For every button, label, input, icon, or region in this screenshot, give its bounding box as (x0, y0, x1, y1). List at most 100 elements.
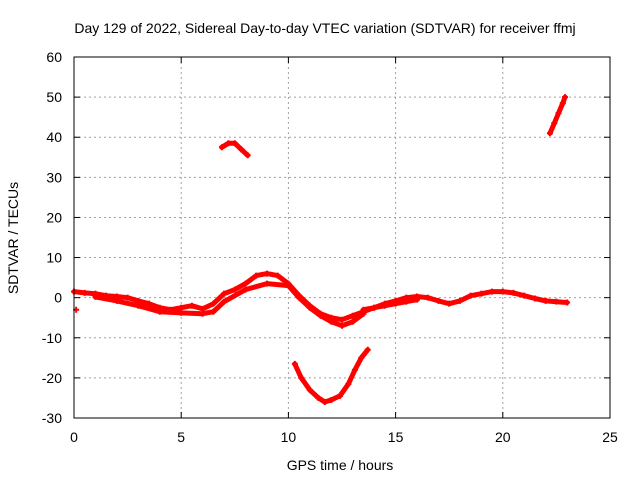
data-point (478, 290, 485, 297)
data-point (306, 386, 313, 393)
series-lower-band (92, 280, 367, 329)
series-rising-segment (546, 94, 568, 137)
data-point (336, 392, 343, 399)
data-point (467, 292, 474, 299)
y-tick-label: 50 (46, 89, 62, 105)
data-point (559, 100, 566, 107)
data-point (358, 354, 365, 361)
data-point (551, 120, 558, 127)
data-point (328, 318, 335, 325)
data-point (238, 146, 245, 153)
data-point (188, 302, 195, 309)
x-axis-label: GPS time / hours (287, 457, 394, 473)
data-point (328, 396, 335, 403)
data-point (321, 398, 328, 405)
data-point (306, 304, 313, 311)
x-tick-label: 5 (177, 429, 185, 445)
data-point (564, 299, 571, 306)
data-point (392, 300, 399, 307)
grid (74, 57, 610, 418)
data-point (225, 140, 232, 147)
data-point (351, 366, 358, 373)
y-axis-label: SDTVAR / TECUs (5, 182, 21, 294)
data-point (210, 300, 217, 307)
data-point (315, 394, 322, 401)
data-point (546, 130, 553, 137)
data-point (510, 289, 517, 296)
data-point (221, 298, 228, 305)
series-upper-arc (218, 140, 251, 159)
series-mid-segment (360, 296, 421, 313)
data-point (542, 297, 549, 304)
data-point (218, 144, 225, 151)
data-point (178, 304, 185, 311)
data-point (242, 280, 249, 287)
data-layer (71, 94, 571, 405)
x-tick-label: 10 (281, 429, 297, 445)
series-line (292, 347, 371, 405)
data-point (156, 308, 163, 315)
data-point (242, 286, 249, 293)
y-tick-label: 60 (46, 49, 62, 65)
data-point (360, 306, 367, 313)
x-tick-label: 20 (495, 429, 511, 445)
data-point (199, 310, 206, 317)
x-tick-label: 0 (70, 429, 78, 445)
y-tick-label: -20 (42, 370, 62, 386)
x-tick-label: 25 (602, 429, 618, 445)
data-point (364, 346, 371, 353)
plot-frame (73, 56, 611, 419)
y-tick-label: 0 (54, 290, 62, 306)
data-point (345, 380, 352, 387)
data-point (553, 298, 560, 305)
data-point (296, 294, 303, 301)
data-point (221, 290, 228, 297)
data-point (489, 288, 496, 295)
data-point (298, 374, 305, 381)
data-point (124, 294, 131, 301)
y-tick-label: 40 (46, 129, 62, 145)
data-point (146, 300, 153, 307)
x-tick-label: 15 (388, 429, 404, 445)
data-point (92, 293, 99, 300)
data-point (349, 318, 356, 325)
data-point (339, 316, 345, 323)
data-point (531, 295, 538, 302)
data-point (135, 302, 142, 309)
y-tick-label: 10 (46, 250, 62, 266)
data-point (285, 282, 292, 289)
chart-title: Day 129 of 2022, Sidereal Day-to-day VTE… (74, 20, 575, 36)
data-point (244, 152, 251, 159)
y-tick-label: 20 (46, 209, 62, 225)
data-point (253, 272, 260, 279)
data-point (317, 312, 324, 319)
data-point (178, 309, 185, 316)
data-point (499, 288, 506, 295)
data-point (456, 297, 463, 304)
y-tick-label: 30 (46, 169, 62, 185)
data-point (231, 140, 238, 147)
data-point (263, 280, 270, 287)
y-tick-label: -10 (42, 330, 62, 346)
axis-ticks: 0 5 10 15 20 25 -30 -20 -10 0 10 20 30 40 50 60 (42, 49, 618, 445)
data-point (414, 296, 421, 303)
data-point (349, 312, 356, 319)
data-point (263, 270, 270, 277)
data-point (521, 292, 528, 299)
y-tick-label: -30 (42, 410, 62, 426)
data-point (424, 294, 431, 301)
data-point (113, 297, 120, 304)
data-point (381, 302, 388, 309)
data-point (435, 297, 442, 304)
data-point (446, 300, 453, 307)
series-dip-arc (291, 346, 371, 405)
data-point (403, 298, 410, 305)
data-point (210, 308, 217, 315)
data-point (291, 360, 298, 367)
data-point (561, 94, 568, 101)
data-point (339, 322, 345, 329)
data-point (371, 304, 378, 311)
data-point (81, 289, 88, 296)
data-point (231, 286, 238, 293)
